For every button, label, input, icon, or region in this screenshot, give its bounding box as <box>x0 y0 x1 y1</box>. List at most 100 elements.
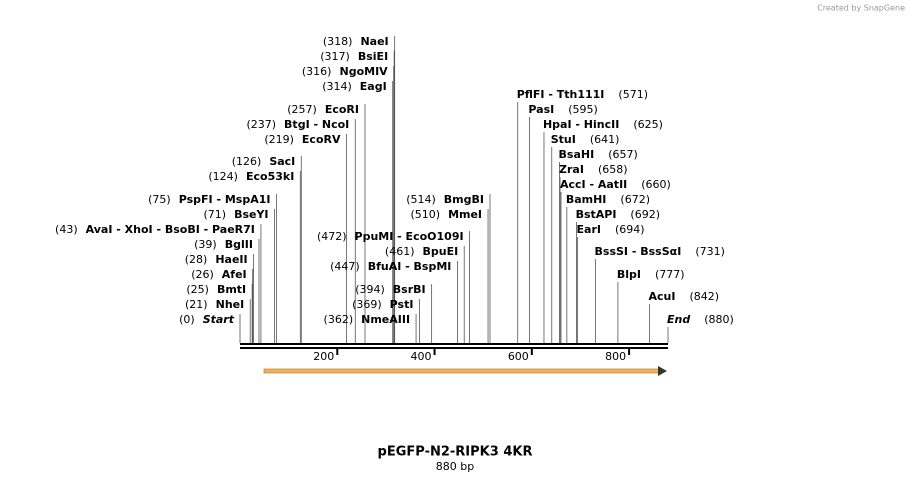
site-label: BsaHI (657) <box>559 148 638 161</box>
map-subtitle: 880 bp <box>436 460 474 473</box>
site-name: BstAPI <box>576 208 617 221</box>
site-position: (219) <box>264 133 294 146</box>
site-name: HaeII <box>215 253 247 266</box>
site-position: (26) <box>191 268 214 281</box>
site-name: BmtI <box>217 283 246 296</box>
site-name: NmeAIII <box>361 313 410 326</box>
site-name: NaeI <box>360 35 388 48</box>
site-label: (39) BglII <box>194 238 253 251</box>
site-label: (28) HaeII <box>185 253 248 266</box>
tick-label: 400 <box>411 350 432 363</box>
site-name: BmgBI <box>444 193 484 206</box>
feature-arrow-head <box>658 366 667 376</box>
site-label: BstAPI (692) <box>576 208 660 221</box>
site-name: BssSI - BssSαI <box>595 245 682 258</box>
site-label: (124) Eco53kI <box>208 170 294 183</box>
site-label: (21) NheI <box>185 298 244 311</box>
site-position: (28) <box>185 253 208 266</box>
tick-label: 200 <box>313 350 334 363</box>
site-position: (672) <box>620 193 650 206</box>
site-name: BsaHI <box>559 148 595 161</box>
site-label: (25) BmtI <box>186 283 246 296</box>
site-position: (461) <box>385 245 415 258</box>
site-name: AfeI <box>222 268 247 281</box>
site-label: (237) BtgI - NcoI <box>246 118 349 131</box>
site-name: EcoRI <box>325 103 359 116</box>
site-label: EarI (694) <box>577 223 645 236</box>
site-label: (0) Start <box>179 313 235 326</box>
site-name: BfuAI - BspMI <box>368 260 452 273</box>
site-position: (126) <box>232 155 262 168</box>
site-name: AccI - AatII <box>560 178 627 191</box>
site-name: PspFI - MspA1I <box>179 193 271 206</box>
site-position: (71) <box>203 208 226 221</box>
site-position: (394) <box>355 283 385 296</box>
feature-arrow <box>263 368 661 374</box>
site-name: PpuMI - EcoO109I <box>355 230 464 243</box>
site-label: (472) PpuMI - EcoO109I <box>317 230 464 243</box>
site-name: NheI <box>216 298 245 311</box>
site-name: EcoRV <box>302 133 341 146</box>
site-name: BsrBI <box>393 283 426 296</box>
tick-label: 800 <box>605 350 626 363</box>
site-name: PstI <box>390 298 414 311</box>
site-label: BamHI (672) <box>566 193 650 206</box>
site-name: BtgI - NcoI <box>284 118 349 131</box>
site-position: (660) <box>641 178 671 191</box>
site-position: (510) <box>410 208 440 221</box>
site-position: (447) <box>330 260 360 273</box>
site-label: (394) BsrBI <box>355 283 425 296</box>
site-position: (641) <box>590 133 620 146</box>
site-position: (21) <box>185 298 208 311</box>
site-label: (75) PspFI - MspA1I <box>148 193 270 206</box>
site-label: (71) BseYI <box>203 208 268 221</box>
site-label: (318) NaeI <box>323 35 389 48</box>
site-label: AcuI (842) <box>649 290 720 303</box>
site-label: StuI (641) <box>551 133 620 146</box>
site-name: BsiEI <box>358 50 388 63</box>
site-label: BssSI - BssSαI (731) <box>595 245 725 258</box>
site-label: (219) EcoRV <box>264 133 341 146</box>
site-name: BpuEI <box>423 245 459 258</box>
site-position: (237) <box>246 118 276 131</box>
site-name: NgoMIV <box>339 65 388 78</box>
site-name: EagI <box>360 80 387 93</box>
site-position: (625) <box>633 118 663 131</box>
site-name: BglII <box>225 238 253 251</box>
site-position: (43) <box>55 223 78 236</box>
site-name: AvaI - XhoI - BsoBI - PaeR7I <box>86 223 255 236</box>
site-name: AcuI <box>649 290 676 303</box>
site-label: AccI - AatII (660) <box>560 178 671 191</box>
site-position: (842) <box>689 290 719 303</box>
site-name: PasI <box>528 103 554 116</box>
site-position: (657) <box>608 148 638 161</box>
site-name: ZraI <box>559 163 584 176</box>
site-label: (510) MmeI <box>410 208 482 221</box>
site-name: PflFI - Tth111I <box>517 88 605 101</box>
site-label: (26) AfeI <box>191 268 246 281</box>
site-name: BamHI <box>566 193 607 206</box>
site-name: BlpI <box>617 268 641 281</box>
site-position: (316) <box>302 65 332 78</box>
site-name: End <box>667 313 690 326</box>
site-position: (124) <box>208 170 238 183</box>
site-position: (314) <box>322 80 352 93</box>
site-position: (318) <box>323 35 353 48</box>
site-position: (25) <box>186 283 209 296</box>
site-position: (595) <box>568 103 598 116</box>
site-label: (316) NgoMIV <box>302 65 388 78</box>
site-label: PasI (595) <box>528 103 597 116</box>
site-label: PflFI - Tth111I (571) <box>517 88 648 101</box>
tick-label: 600 <box>508 350 529 363</box>
site-label: (461) BpuEI <box>385 245 458 258</box>
site-position: (692) <box>630 208 660 221</box>
site-name: EarI <box>577 223 601 236</box>
site-position: (75) <box>148 193 171 206</box>
site-label: (257) EcoRI <box>287 103 359 116</box>
site-position: (658) <box>598 163 628 176</box>
site-position: (472) <box>317 230 347 243</box>
site-label: (43) AvaI - XhoI - BsoBI - PaeR7I <box>55 223 255 236</box>
site-position: (0) <box>179 313 195 326</box>
site-name: HpaI - HincII <box>543 118 619 131</box>
